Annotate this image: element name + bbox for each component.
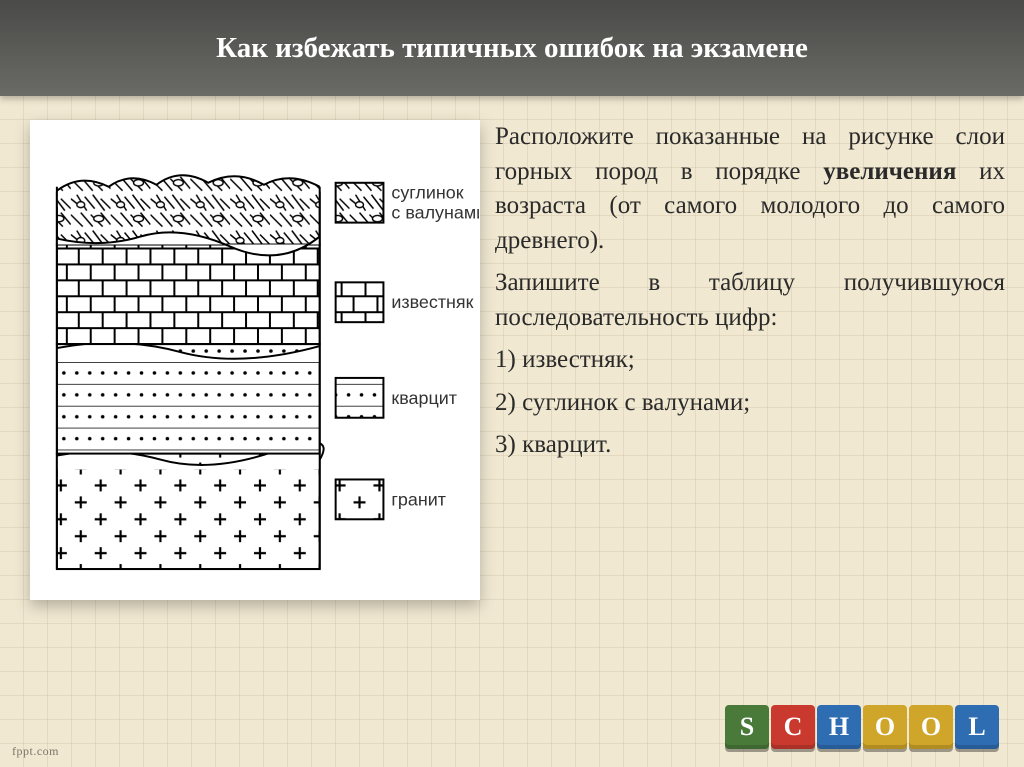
legend-swatch-loam bbox=[336, 183, 384, 223]
block-cube: O bbox=[863, 705, 907, 749]
q-p1-bold: увеличения bbox=[823, 158, 956, 185]
rock-layers-figure: суглинок с валунами известняк кварцит гр… bbox=[30, 120, 480, 600]
footer-brand: fppt.com bbox=[12, 744, 59, 759]
legend-label-quartzite: кварцит bbox=[391, 388, 457, 408]
question-p1: Расположите показанные на рисунке слои г… bbox=[495, 120, 1005, 258]
cross-section bbox=[57, 175, 324, 569]
block-cube: O bbox=[909, 705, 953, 749]
legend-swatch-quartzite bbox=[336, 378, 384, 418]
block-cube: H bbox=[817, 705, 861, 749]
school-blocks: SCHOOL bbox=[725, 705, 999, 749]
layer-limestone bbox=[57, 245, 320, 345]
legend-label-limestone: известняк bbox=[391, 292, 473, 312]
slide-header: Как избежать типичных ошибок на экзамене bbox=[0, 0, 1024, 96]
question-text: Расположите показанные на рисунке слои г… bbox=[495, 120, 1005, 471]
legend-label-granite: гранит bbox=[391, 489, 446, 509]
legend-label-loam-1: суглинок bbox=[391, 183, 463, 203]
layer-granite bbox=[57, 454, 320, 569]
slide-title: Как избежать типичных ошибок на экзамене bbox=[216, 32, 808, 65]
legend-label-loam-2: с валунами bbox=[391, 203, 479, 223]
question-opt1: 1) известняк; bbox=[495, 343, 1005, 378]
question-p2: Запишите в таблицу получившуюся последов… bbox=[495, 266, 1005, 335]
block-cube: L bbox=[955, 705, 999, 749]
legend-swatch-granite bbox=[336, 479, 384, 519]
layers-svg: суглинок с валунами известняк кварцит гр… bbox=[31, 121, 479, 599]
legend-swatch-limestone bbox=[336, 282, 384, 322]
block-cube: S bbox=[725, 705, 769, 749]
legend: суглинок с валунами известняк кварцит гр… bbox=[336, 183, 479, 520]
question-opt3: 3) кварцит. bbox=[495, 428, 1005, 463]
slide: Как избежать типичных ошибок на экзамене bbox=[0, 0, 1024, 767]
question-opt2: 2) суглинок с валунами; bbox=[495, 386, 1005, 421]
block-cube: C bbox=[771, 705, 815, 749]
